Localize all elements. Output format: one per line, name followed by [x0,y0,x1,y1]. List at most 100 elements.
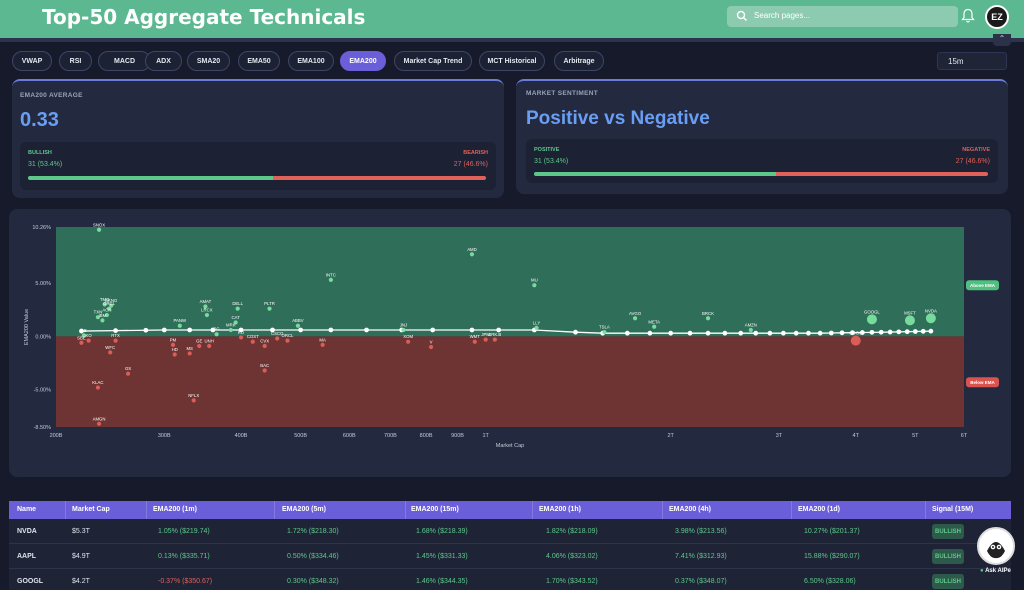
tab-market-cap-trend[interactable]: Market Cap Trend [394,51,472,71]
data-point-label: BB [81,328,87,333]
col-ema-1d[interactable]: EMA200 (1d) [798,506,841,513]
y-tick-label: -5.00% [34,388,52,394]
data-point-label: PLTR [264,301,275,306]
table-row[interactable]: NVDA $5.3T 1.05% ($219.74) 1.72% ($218.3… [9,519,1011,544]
data-point-label: BAC [260,363,269,368]
col-ema-4h[interactable]: EMA200 (4h) [669,506,712,513]
data-point-label: GOOG [849,331,863,336]
data-point-label: LRCX [201,308,213,313]
cell-market-cap: $4.2T [72,578,90,585]
tab-arbitrage[interactable]: Arbitrage [554,51,604,71]
search-placeholder: Search pages... [754,11,811,20]
col-signal[interactable]: Signal (15M) [932,506,974,513]
table-row[interactable]: GOOGL $4.2T -0.37% ($350.67) 0.30% ($348… [9,569,1011,590]
y-tick-label: 0.00% [35,334,51,340]
avg-line-point [187,327,193,333]
market-sentiment-value: Positive vs Negative [526,108,710,129]
avatar[interactable]: EZ [985,5,1009,29]
avg-line-point [887,329,893,335]
cell-ema-1m: 1.05% ($219.74) [158,528,210,535]
data-point-label: AMAT [200,299,212,304]
col-divider [405,501,406,519]
data-point-label: MU [531,278,538,283]
data-point [275,336,280,341]
data-point-label: HD [172,347,178,352]
data-point-label: KLAC [92,380,103,385]
data-point-label: NVDA [925,308,937,313]
col-ema-5m[interactable]: EMA200 (5m) [282,506,326,513]
avg-line-point [859,330,865,335]
data-point-label: PANW [174,318,188,323]
timeframe-select[interactable]: 15m [937,52,1007,70]
col-divider [925,501,926,519]
col-market-cap[interactable]: Market Cap [72,506,110,513]
x-tick-label: 700B [384,433,397,439]
data-point-label: SNOX [93,222,105,227]
tab-ema200[interactable]: EMA200 [340,51,386,71]
data-point [207,343,212,349]
data-point-label: GOOGL [864,309,880,314]
y-axis-label: EMA200 Value [24,309,30,345]
data-point [79,340,84,345]
collapse-toggle[interactable]: ⌃ [993,34,1011,46]
data-point [652,324,657,329]
data-point [295,323,301,328]
data-point [492,337,497,342]
tab-ema100[interactable]: EMA100 [288,51,334,71]
signal-badge: BULLISH [932,524,964,539]
cell-name: GOOGL [17,578,44,585]
data-point [203,304,208,309]
data-point-label: JNJ [400,322,407,327]
avg-line-point [668,330,674,336]
data-point-label: TMO [100,297,110,302]
avg-line-point [647,330,653,336]
data-point [197,343,202,349]
ema-scatter-chart[interactable]: 10.26% 5.00% 0.00% -5.00% -8.50% 200B 300B 400B… [9,209,1011,477]
ai-assistant-button[interactable] [977,527,1015,565]
avg-line-point [238,327,244,333]
tab-rsi[interactable]: RSI [59,51,92,71]
ai-assistant-label[interactable]: ● Ask AIPe [980,568,1011,574]
avg-line-point [113,328,118,334]
cell-ema-15m: 1.68% ($218.39) [416,528,468,535]
avg-line-point [912,329,918,334]
cell-ema-5m: 1.72% ($218.30) [287,528,339,535]
tab-sma20[interactable]: SMA20 [187,51,230,71]
avg-line-point [143,327,149,333]
search-input[interactable] [727,6,958,27]
data-point [472,339,477,344]
tab-ema50[interactable]: EMA50 [238,51,280,71]
x-tick-label: 400B [235,433,248,439]
data-point-label: XOM [403,334,413,339]
data-point-label: WFC [105,345,115,350]
market-sentiment-label: MARKET SENTIMENT [526,90,598,97]
ema-average-value: 0.33 [20,109,59,131]
above-ema-marker [966,280,999,291]
data-point [532,283,537,288]
data-point-label: ACN [102,308,111,313]
tab-vwap[interactable]: VWAP [12,51,52,71]
col-name[interactable]: Name [17,506,37,513]
col-ema-15m[interactable]: EMA200 (15m) [411,506,459,513]
tab-mct-historical[interactable]: MCT Historical [479,51,545,71]
search-icon[interactable] [736,10,748,22]
avg-line-point [904,329,910,335]
data-point-label: ORCL [103,301,116,306]
avg-line-point [839,330,845,336]
cell-ema-4h: 7.41% ($312.93) [675,553,727,560]
bell-icon[interactable] [961,8,975,24]
col-divider [146,501,147,519]
table-row[interactable]: AAPL $4.9T 0.13% ($335.71) 0.50% ($334.4… [9,544,1011,569]
below-ema-zone [56,336,964,427]
col-ema-1h[interactable]: EMA200 (1h) [539,506,582,513]
data-point-label: SBE [77,335,86,340]
tab-macd[interactable]: MACD [98,51,151,71]
tab-adx[interactable]: ADX [145,51,182,71]
market-sentiment-card: MARKET SENTIMENT Positive vs Negative PO… [516,79,1008,194]
avg-line-point [496,327,502,333]
avg-line-point [328,327,334,333]
data-point [406,339,411,344]
negative-label: NEGATIVE [962,147,990,153]
data-point [483,337,488,342]
col-ema-1m[interactable]: EMA200 (1m) [153,506,197,513]
